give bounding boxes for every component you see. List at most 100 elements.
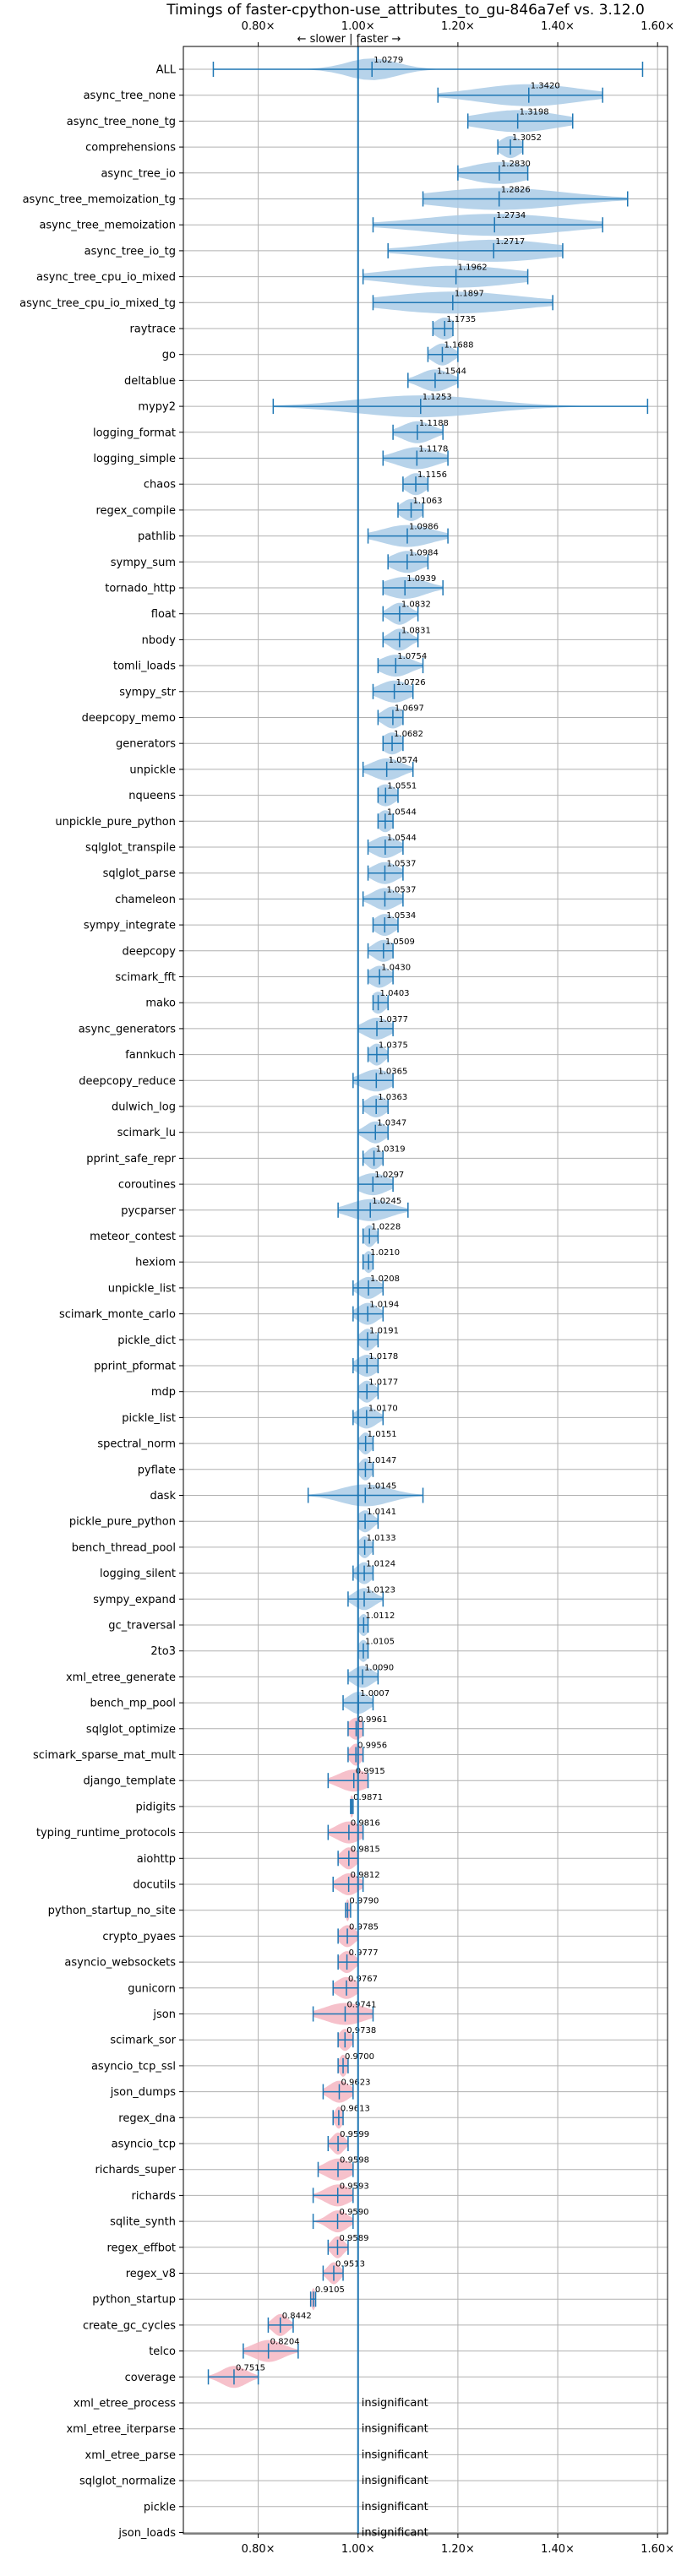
category-label: logging_format — [93, 427, 176, 439]
insignificant-label: insignificant — [362, 2448, 428, 2461]
value-label: 0.8204 — [270, 2338, 300, 2347]
category-label: xml_etree_iterparse — [66, 2423, 176, 2436]
violin-marks: 1.0279 1.3420 1.3198 1.3052 1.2830 1.2826 1.27… — [207, 56, 649, 2540]
value-label: 1.0178 — [368, 1352, 398, 1361]
category-label: pprint_pformat — [94, 1361, 176, 1373]
value-label: 1.1897 — [455, 289, 484, 298]
category-label: async_tree_io — [101, 167, 176, 180]
value-label: 1.0228 — [371, 1223, 401, 1232]
category-label: deepcopy — [122, 945, 176, 958]
value-label: 1.1253 — [422, 393, 452, 402]
value-label: 0.9593 — [340, 2182, 369, 2191]
value-label: 0.9956 — [357, 1742, 387, 1751]
top-axis-ticks: 0.80× 1.00× 1.20× 1.40× 1.60× — [242, 20, 674, 46]
insignificant-label: insignificant — [362, 2423, 428, 2436]
value-label: 1.0007 — [360, 1689, 390, 1698]
category-label: async_tree_memoization — [39, 220, 176, 232]
value-label: 1.0133 — [367, 1534, 396, 1543]
value-label: 0.9105 — [315, 2285, 345, 2295]
category-label: nqueens — [128, 790, 176, 802]
category-label: xml_etree_process — [74, 2398, 176, 2410]
category-label: asyncio_tcp_ssl — [91, 2060, 176, 2073]
category-label: django_template — [84, 1775, 176, 1788]
category-label: sympy_str — [119, 686, 176, 698]
value-label: 1.0297 — [374, 1171, 404, 1180]
value-label: 1.0544 — [387, 834, 417, 843]
value-label: 0.9738 — [346, 2026, 376, 2035]
value-label: 1.3052 — [512, 133, 542, 143]
value-label: 1.0194 — [369, 1301, 399, 1310]
value-label: 1.0986 — [409, 523, 439, 532]
plot-frame — [183, 46, 668, 2535]
category-label: fannkuch — [125, 1049, 176, 1062]
category-label: sympy_sum — [111, 557, 176, 569]
category-label: async_tree_cpu_io_mixed — [36, 271, 176, 284]
value-label: 0.9513 — [335, 2260, 365, 2269]
category-label: regex_v8 — [126, 2268, 176, 2280]
category-label: async_tree_cpu_io_mixed_tg — [19, 297, 176, 310]
category-label: create_gc_cycles — [83, 2319, 176, 2332]
insignificant-label: insignificant — [362, 2527, 428, 2540]
value-label: 1.0105 — [365, 1638, 395, 1647]
category-label: dulwich_log — [112, 1101, 176, 1114]
category-labels: ALL async_tree_none async_tree_none_tgcomp… — [19, 64, 183, 2540]
value-label: 1.1178 — [418, 445, 448, 454]
category-label: mypy2 — [138, 401, 176, 414]
category-label: coverage — [125, 2372, 176, 2384]
category-label: async_tree_io_tg — [84, 245, 176, 258]
value-label: 1.0141 — [367, 1508, 396, 1517]
value-label: 1.1063 — [413, 497, 443, 506]
value-label: 1.0177 — [368, 1378, 398, 1388]
value-label: 1.2826 — [501, 186, 531, 195]
category-label: pathlib — [138, 530, 176, 543]
value-label: 1.0682 — [394, 730, 423, 739]
category-label: unpickle — [129, 764, 176, 776]
category-label: python_startup — [92, 2294, 176, 2307]
category-label: nbody — [142, 634, 177, 647]
value-label: 1.3420 — [531, 82, 560, 91]
value-label: 1.0145 — [367, 1482, 396, 1492]
value-label: 0.9871 — [353, 1793, 383, 1802]
category-label: mako — [145, 997, 176, 1010]
category-label: pprint_safe_repr — [86, 1153, 176, 1166]
value-label: 1.0832 — [401, 601, 431, 610]
insignificant-label: insignificant — [362, 2475, 428, 2487]
speed-direction-annotation: ← slower | faster → — [297, 33, 401, 46]
category-label: pickle_dict — [117, 1334, 176, 1347]
value-label: 1.0375 — [379, 1041, 408, 1051]
category-label: pidigits — [136, 1801, 177, 1813]
value-label: 0.9590 — [340, 2208, 369, 2217]
value-label: 1.0534 — [386, 911, 416, 921]
category-label: pickle_pure_python — [69, 1516, 176, 1529]
value-label: 1.0365 — [378, 1067, 407, 1076]
x-tick-label: 1.60× — [641, 2543, 674, 2556]
category-label: aiohttp — [137, 1853, 176, 1866]
category-label: spectral_norm — [97, 1438, 176, 1451]
value-label: 1.1735 — [446, 315, 476, 324]
category-label: asyncio_websockets — [64, 1957, 176, 1970]
category-label: xml_etree_parse — [85, 2449, 176, 2462]
category-label: regex_compile — [95, 504, 176, 517]
category-label: async_tree_none — [84, 90, 176, 102]
category-label: meteor_contest — [90, 1231, 176, 1243]
x-tick-label: 0.80× — [242, 2543, 275, 2556]
value-label: 1.0831 — [401, 626, 431, 635]
category-label: 2to3 — [150, 1645, 176, 1658]
value-label: 0.9700 — [345, 2052, 374, 2062]
value-label: 1.0984 — [409, 548, 439, 557]
category-label: typing_runtime_protocols — [36, 1827, 176, 1840]
category-label: deepcopy_reduce — [79, 1075, 176, 1088]
x-tick-label: 1.00× — [341, 20, 375, 33]
category-label: scimark_sparse_mat_mult — [33, 1749, 176, 1762]
value-label: 1.1188 — [419, 419, 449, 428]
x-tick-label: 1.20× — [441, 2543, 475, 2556]
category-label: regex_effbot — [106, 2242, 176, 2254]
category-label: sqlglot_parse — [103, 867, 176, 880]
value-label: 0.7515 — [236, 2363, 265, 2372]
category-label: sqlglot_normalize — [79, 2475, 176, 2488]
value-label: 1.1962 — [458, 264, 488, 273]
category-label: tomli_loads — [113, 660, 176, 673]
value-label: 1.3198 — [520, 107, 549, 117]
category-label: async_tree_memoization_tg — [23, 193, 176, 206]
category-label: raytrace — [129, 323, 176, 336]
